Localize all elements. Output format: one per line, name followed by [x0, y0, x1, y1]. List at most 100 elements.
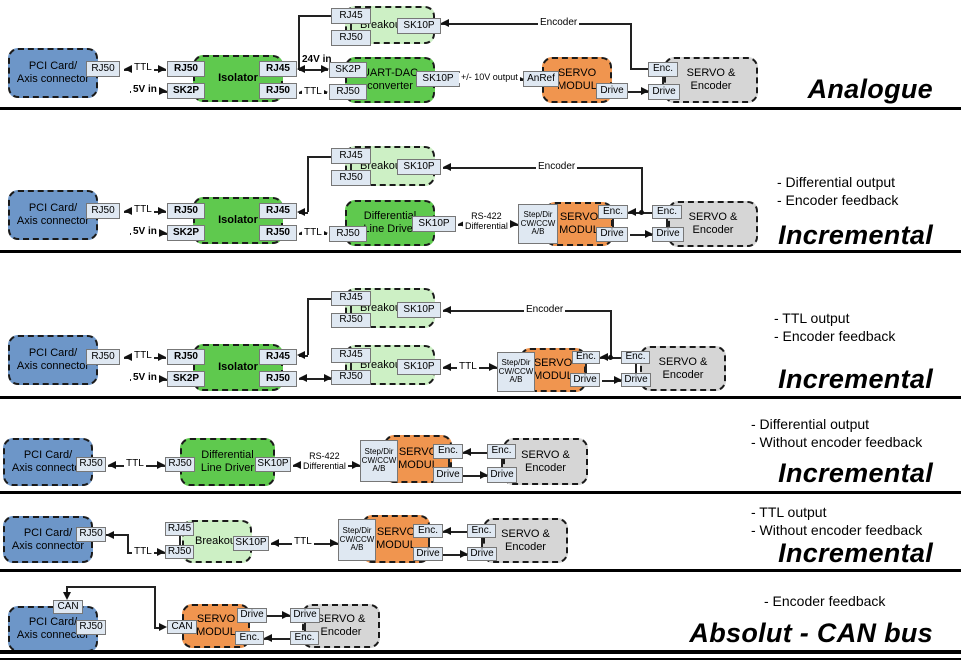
step-dir-tag: Step/Dir CW/CCW A/B: [338, 519, 376, 561]
arrowhead: [124, 65, 132, 73]
arrowhead: [282, 611, 290, 619]
separator-line: [0, 569, 961, 572]
ttl-label: TTL: [302, 227, 324, 238]
section-title-incremental: Incremental: [778, 538, 933, 568]
sk10p-tag: SK10P: [397, 302, 441, 318]
arrowhead: [645, 230, 653, 238]
arrowhead: [443, 163, 451, 171]
connector-line: [299, 378, 331, 380]
tag-connector-line: [662, 77, 664, 84]
rs422-label: RS-422 Differential: [301, 451, 348, 472]
rj50-tag: RJ50: [76, 620, 106, 635]
rj45-tag: RJ45: [259, 61, 297, 77]
arrowhead: [124, 353, 132, 361]
note-text: - Differential output: [777, 174, 896, 190]
enc-tag: Enc.: [648, 62, 678, 77]
separator-line: [0, 658, 961, 660]
encoder-line: [610, 310, 612, 357]
drive-tag: Drive: [596, 83, 628, 99]
5v-in-label: 5V in: [131, 226, 159, 237]
tag-connector-line: [501, 459, 503, 467]
encoder-line: [641, 167, 643, 212]
pci-card-block: PCI Card/ Axis connector: [8, 190, 98, 240]
arrowhead: [324, 374, 332, 382]
sk2p-tag: SK2P: [329, 62, 367, 78]
can-line: [66, 586, 68, 594]
note-text: - Differential output: [751, 416, 870, 432]
connector-line: [307, 298, 309, 355]
arrowhead: [297, 65, 305, 73]
sk10p-tag: SK10P: [233, 536, 269, 551]
arrowhead: [124, 207, 132, 215]
connector-line: [602, 380, 621, 382]
rj50-tag: RJ50: [76, 457, 106, 472]
ttl-label: TTL: [292, 536, 314, 547]
connector-line: [299, 15, 332, 17]
section-title-incremental: Incremental: [778, 364, 933, 394]
rj50-tag: RJ50: [329, 84, 367, 100]
rj45-tag: RJ45: [331, 291, 371, 306]
step-dir-tag: Step/Dir CW/CCW A/B: [518, 204, 558, 244]
arrowhead: [641, 87, 649, 95]
tag-connector-line: [179, 536, 181, 545]
step-dir-tag: Step/Dir CW/CCW A/B: [497, 352, 535, 392]
separator-line: [0, 491, 961, 494]
enc-tag: Enc.: [487, 444, 516, 459]
sk2p-tag: SK2P: [167, 225, 205, 241]
enc-tag: Enc.: [290, 631, 319, 645]
arrowhead: [443, 527, 451, 535]
step-dir-tag: Step/Dir CW/CCW A/B: [360, 440, 398, 482]
drive-tag: Drive: [621, 373, 651, 387]
tag-connector-line: [428, 538, 430, 547]
rj50-tag: RJ50: [259, 225, 297, 241]
rj50-tag: RJ50: [259, 371, 297, 387]
arrowhead: [330, 539, 338, 547]
arrowhead: [108, 461, 116, 469]
connector-line: [443, 554, 467, 556]
connector-line: [299, 69, 328, 71]
sk2p-tag: SK2P: [167, 83, 205, 99]
drive-tag: Drive: [290, 608, 320, 623]
rj50-tag: RJ50: [165, 545, 194, 559]
tag-connector-line: [350, 363, 352, 370]
drive-tag: Drive: [570, 373, 600, 387]
tag-connector-line: [481, 538, 483, 547]
encoder-label: Encoder: [538, 17, 580, 28]
rj50-tag: RJ50: [331, 313, 371, 328]
arrowhead: [443, 306, 451, 314]
encoder-line: [630, 23, 632, 69]
can-line: [154, 586, 156, 628]
ttl-label: TTL: [132, 62, 154, 73]
arrowhead: [458, 220, 466, 228]
arrowhead: [293, 461, 301, 469]
arrowhead: [106, 531, 114, 539]
arrowhead: [159, 375, 167, 383]
rj45-tag: RJ45: [331, 148, 371, 164]
arrowhead: [443, 363, 451, 371]
can-tag: CAN: [53, 600, 83, 614]
drive-tag: Drive: [487, 467, 517, 483]
section-title-incremental: Incremental: [778, 458, 933, 488]
junction-dot: [608, 355, 613, 360]
separator-line: [0, 250, 961, 253]
24v-in-label: 24V in: [302, 54, 332, 65]
drive-tag: Drive: [413, 547, 443, 561]
servo-encoder-block: SERVO & Encoder: [483, 518, 568, 563]
anref-tag: AnRef: [523, 71, 559, 87]
arrowhead: [460, 550, 468, 558]
arrowhead: [321, 65, 329, 73]
arrowhead: [516, 75, 524, 83]
drive-tag: Drive: [596, 227, 628, 242]
rj50-tag: RJ50: [165, 457, 195, 472]
rj50-tag: RJ50: [76, 527, 106, 542]
pci-card-block: PCI Card/ Axis connector: [3, 516, 93, 563]
enc-tag: Enc.: [572, 351, 600, 364]
drive-tag: Drive: [652, 227, 684, 242]
connector-line: [443, 531, 467, 533]
note-text: - Encoder feedback: [774, 328, 896, 344]
sk10p-tag: SK10P: [412, 216, 456, 232]
arrowhead: [299, 374, 307, 382]
rj45-tag: RJ45: [331, 348, 371, 363]
sk2p-tag: SK2P: [167, 371, 205, 387]
